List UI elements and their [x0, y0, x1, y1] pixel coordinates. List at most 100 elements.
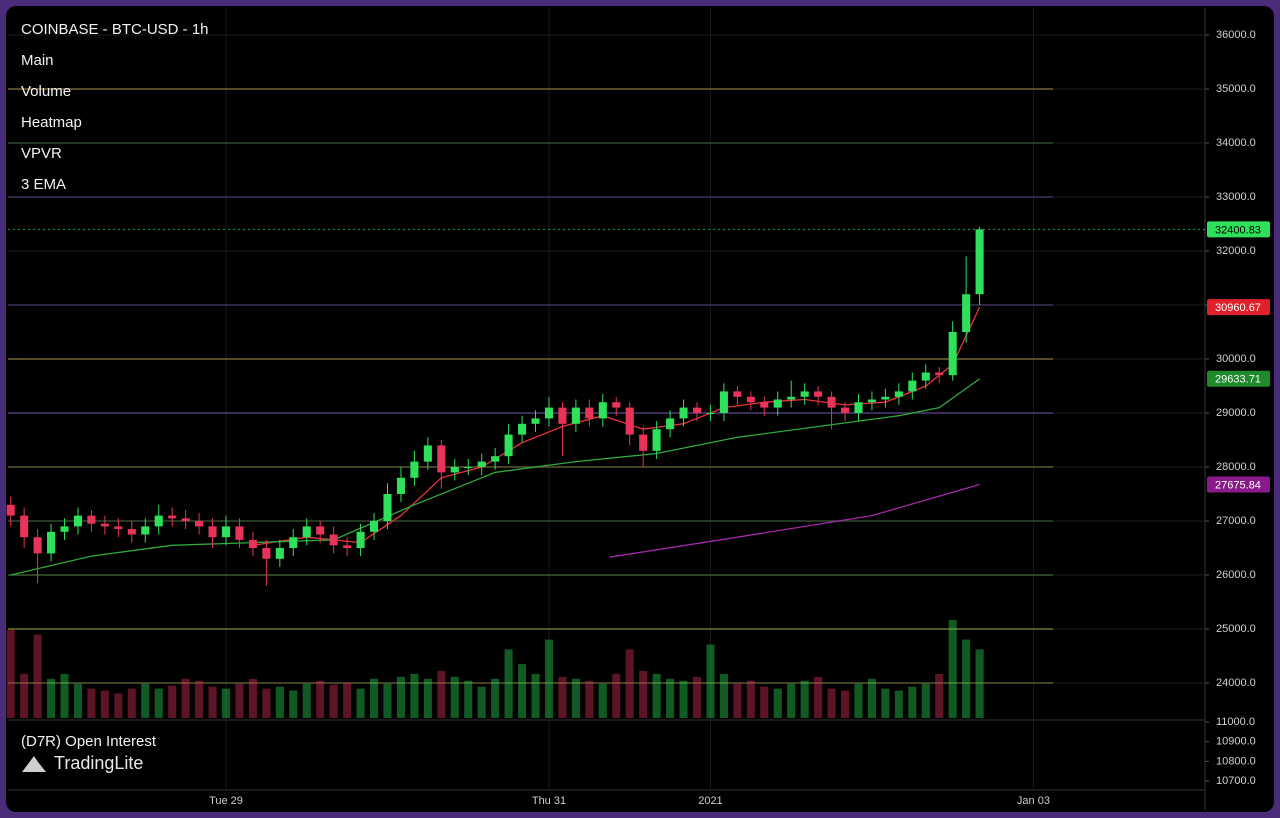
- volume-bar: [235, 683, 244, 718]
- candle-body: [746, 396, 755, 403]
- y-tick-label: 32000.0: [1216, 245, 1256, 257]
- candle-body: [908, 380, 917, 392]
- volume-bar: [666, 678, 675, 718]
- candle-body: [221, 526, 231, 538]
- candle-body: [719, 391, 728, 414]
- volume-bar: [948, 620, 957, 718]
- volume-bar: [854, 683, 863, 718]
- volume-bar: [114, 693, 123, 718]
- candle-body: [639, 434, 648, 451]
- menu-item: VPVR: [21, 145, 62, 162]
- candle-body: [935, 372, 944, 376]
- candle-body: [787, 396, 796, 400]
- volume-bar: [544, 639, 554, 718]
- candle-body: [625, 407, 634, 435]
- candle-body: [558, 407, 567, 424]
- candle-body: [733, 391, 742, 397]
- candle-body: [47, 531, 56, 554]
- volume: [6, 620, 984, 718]
- candle-body: [867, 399, 876, 403]
- candle-body: [369, 521, 379, 532]
- volume-bar: [733, 683, 742, 718]
- candle-body: [612, 402, 621, 408]
- panel-title: (D7R) Open Interest: [21, 733, 157, 750]
- candle-body: [491, 456, 500, 462]
- x-tick-label: Tue 29: [209, 795, 243, 807]
- ema-line: [10, 378, 980, 576]
- candle-body: [60, 526, 69, 532]
- price-tag-label: 27675.84: [1215, 479, 1261, 491]
- candle-body: [760, 402, 769, 408]
- candle-body: [410, 461, 419, 478]
- y-tick-label: 10700.0: [1216, 775, 1256, 787]
- candle-body: [302, 526, 311, 538]
- volume-bar: [343, 682, 352, 718]
- candle-body: [100, 523, 109, 527]
- volume-bar: [908, 686, 917, 718]
- volume-bar: [383, 683, 392, 718]
- candle-body: [154, 515, 163, 527]
- y-tick-label: 10800.0: [1216, 755, 1256, 767]
- price-tag: [1207, 476, 1270, 493]
- volume-bar: [962, 639, 971, 718]
- candle-body: [33, 537, 42, 554]
- volume-bar: [867, 678, 876, 718]
- volume-bar: [275, 686, 284, 718]
- candle-body: [544, 407, 554, 419]
- y-tick-label: 26000.0: [1216, 569, 1256, 581]
- menu-item: 3 EMA: [21, 176, 66, 193]
- volume-bar: [692, 676, 702, 718]
- volume-bar: [195, 680, 204, 718]
- y-tick-label: 24000.0: [1216, 677, 1256, 689]
- volume-bar: [423, 678, 432, 718]
- candle-body: [975, 229, 984, 295]
- volume-bar: [598, 683, 607, 718]
- candle-body: [343, 545, 352, 549]
- price-tag-label: 32400.83: [1215, 224, 1261, 236]
- volume-bar: [6, 629, 15, 718]
- candle-body: [168, 515, 177, 519]
- volume-bar: [450, 676, 459, 718]
- ema-line: [609, 483, 980, 558]
- volume-bar: [827, 688, 836, 718]
- volume-bar: [491, 678, 500, 718]
- candle-body: [773, 399, 782, 408]
- candle-body: [518, 423, 527, 435]
- volume-bar: [181, 678, 190, 718]
- candle-body: [464, 467, 473, 469]
- candles: [6, 226, 984, 586]
- price-tag: [1207, 299, 1270, 316]
- candle-body: [127, 529, 136, 535]
- candle-body: [275, 548, 284, 559]
- y-tick-label: 34000.0: [1216, 137, 1256, 149]
- volume-bar: [410, 673, 419, 718]
- y-tick-label: 10900.0: [1216, 736, 1256, 748]
- candle-body: [679, 407, 688, 419]
- volume-bar: [208, 686, 217, 718]
- brand-logo: TradingLite: [22, 753, 143, 773]
- volume-bar: [60, 673, 69, 718]
- candle-body: [450, 467, 459, 473]
- candle-body: [423, 445, 432, 462]
- candle-body: [948, 332, 957, 376]
- candle-body: [356, 531, 365, 549]
- candle-body: [814, 391, 823, 397]
- candle-body: [652, 429, 661, 451]
- volume-bar: [100, 690, 109, 718]
- volume-bar: [840, 690, 850, 718]
- menu-item: Heatmap: [21, 114, 82, 131]
- volume-bar: [558, 676, 567, 718]
- volume-bar: [73, 683, 83, 718]
- candle-body: [20, 515, 29, 538]
- candle-body: [195, 521, 204, 527]
- volume-bar: [921, 683, 930, 718]
- candle-body: [585, 407, 594, 419]
- candle-body: [827, 396, 836, 408]
- candle-body: [881, 396, 890, 400]
- volume-bar: [437, 670, 446, 718]
- volume-bar: [20, 673, 29, 718]
- candle-body: [692, 407, 702, 414]
- volume-bar: [464, 680, 473, 718]
